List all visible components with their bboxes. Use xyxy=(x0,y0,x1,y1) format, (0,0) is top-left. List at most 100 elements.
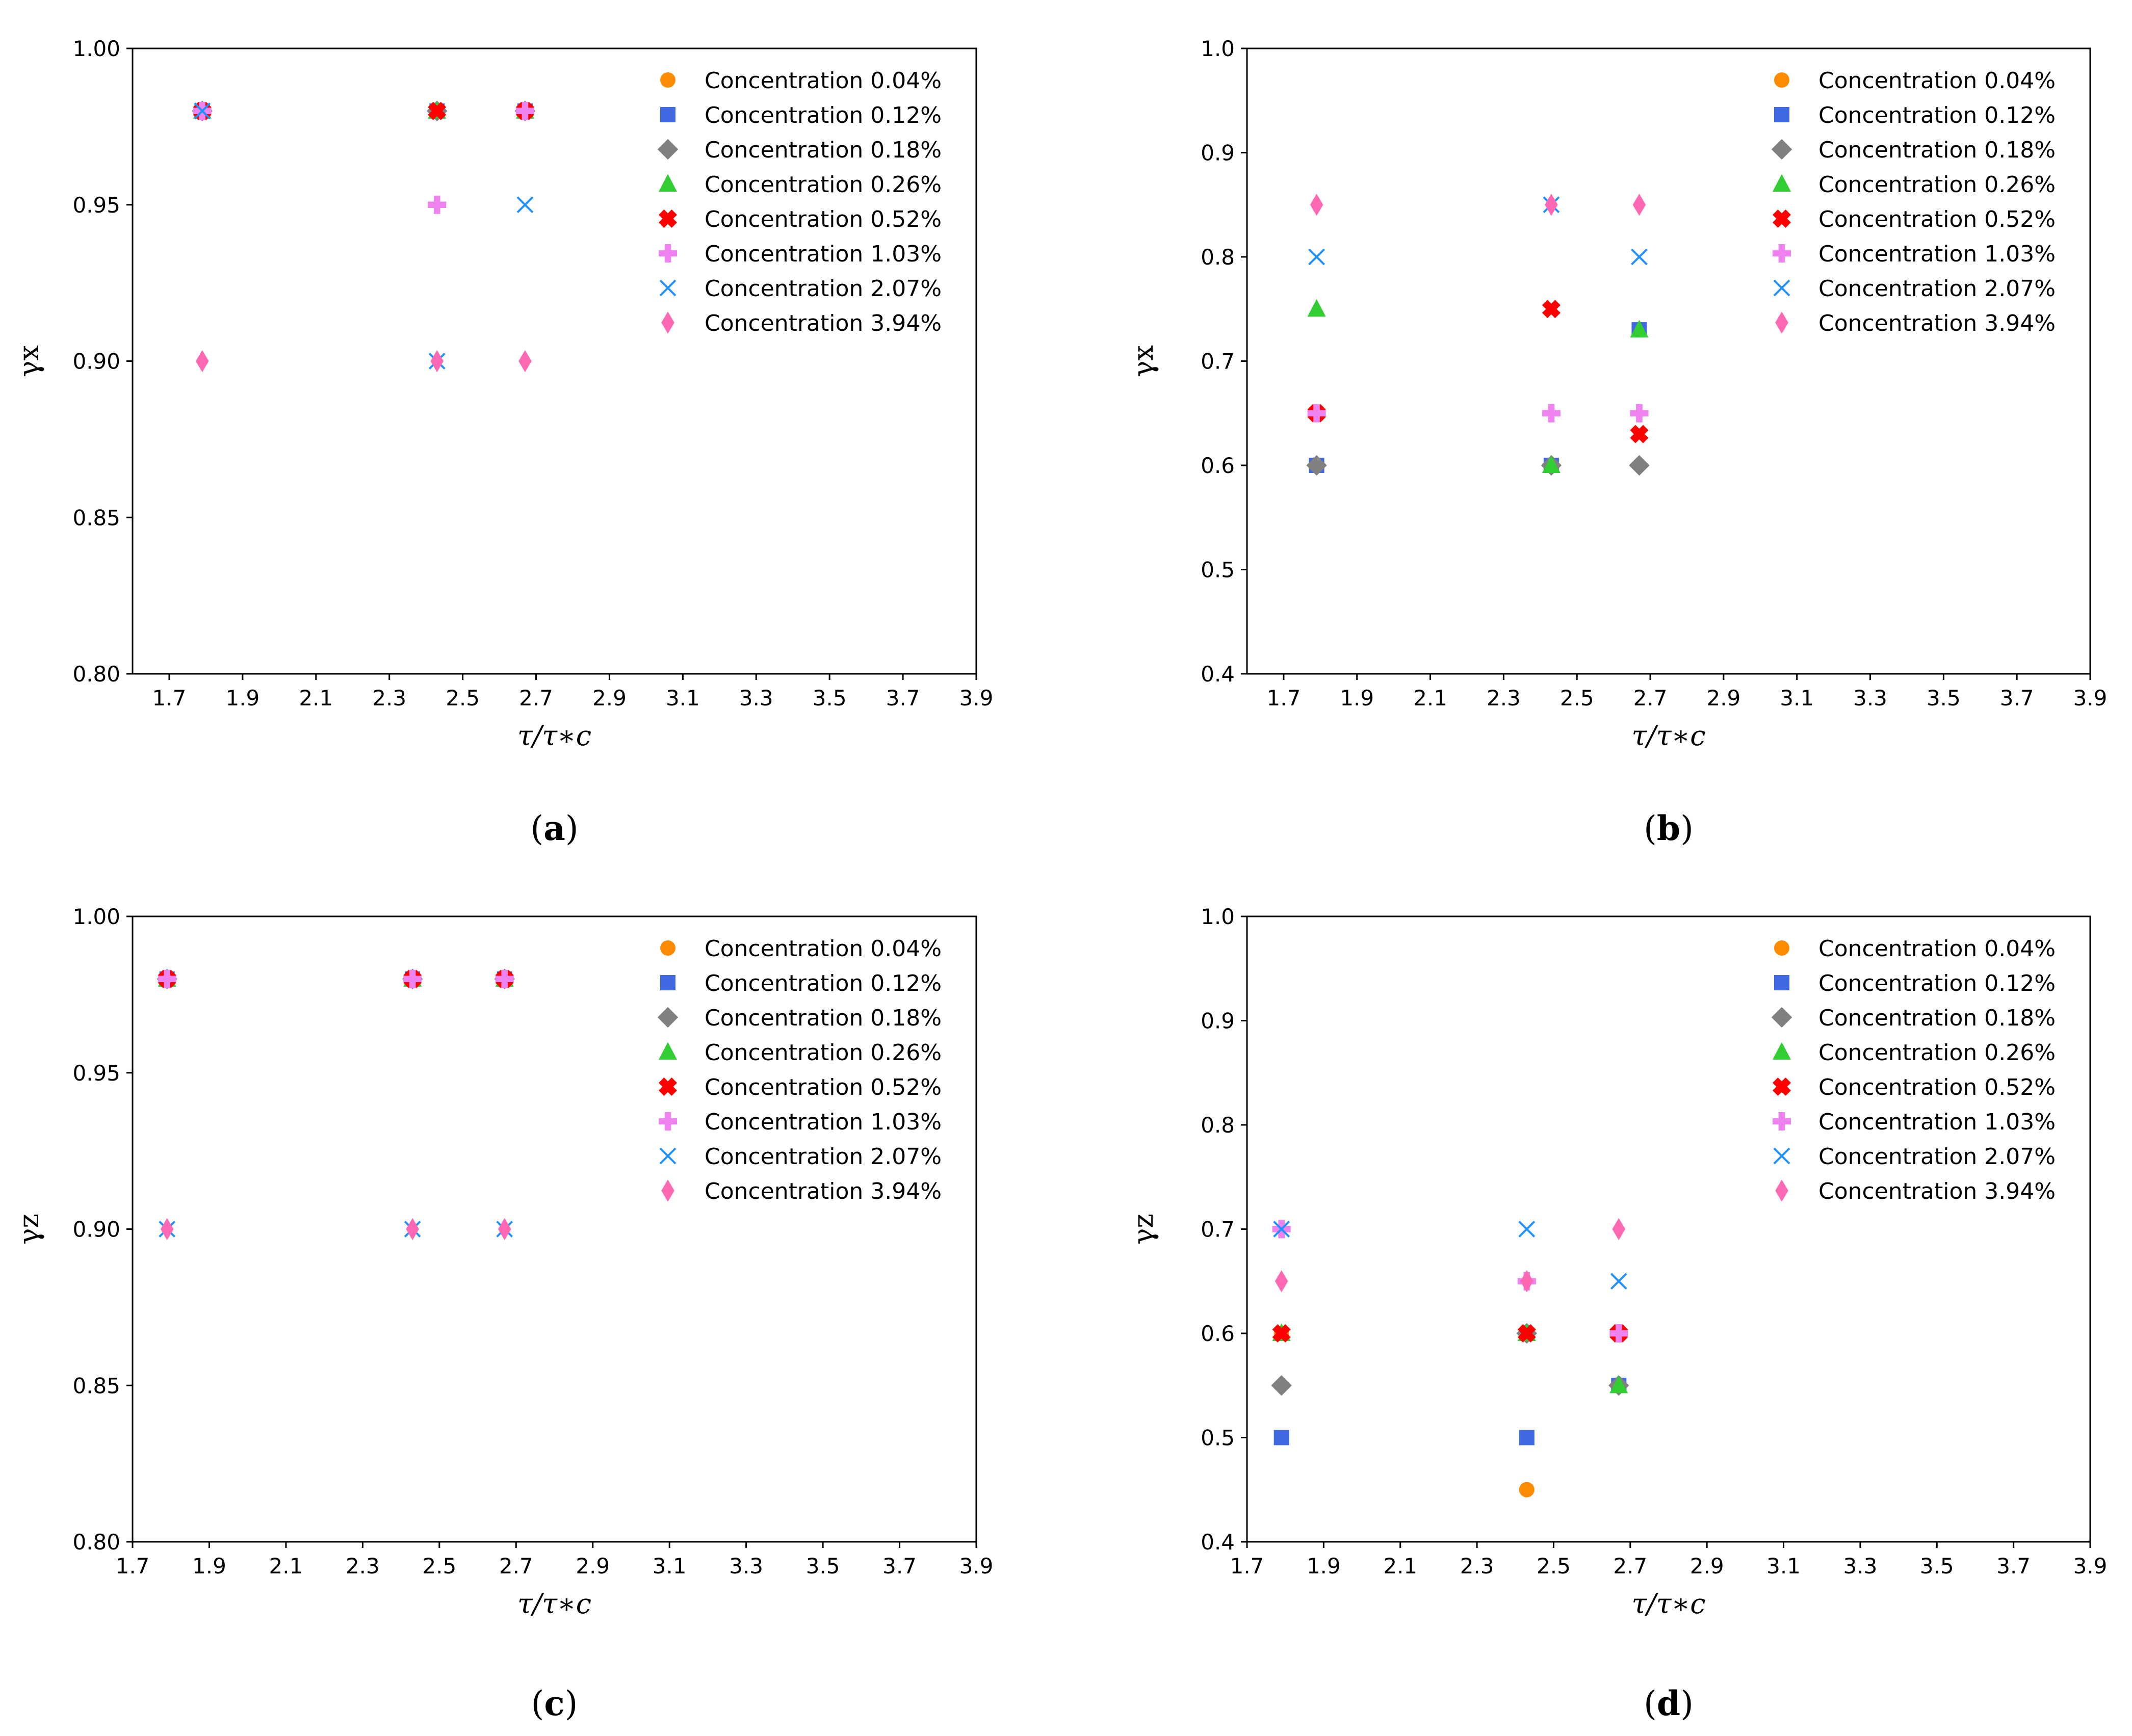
legend-marker-c004 xyxy=(660,940,675,956)
y-axis-label: γz xyxy=(13,1214,45,1245)
x-tick-label: 3.7 xyxy=(886,686,920,711)
x-tick-label: 1.7 xyxy=(116,1554,150,1579)
data-point-c207 xyxy=(194,102,211,120)
legend-label-c012: Concentration 0.12% xyxy=(705,102,942,128)
legend-label-c004: Concentration 0.04% xyxy=(1818,936,2056,962)
legend-marker-c018 xyxy=(1771,1007,1792,1028)
y-tick-label: 0.8 xyxy=(1201,245,1235,270)
y-tick-label: 0.9 xyxy=(1201,1009,1235,1034)
legend-label-c103: Concentration 1.03% xyxy=(705,241,942,267)
x-tick-label: 2.5 xyxy=(446,686,480,711)
y-tick-label: 0.5 xyxy=(1201,1426,1235,1451)
y-tick-label: 0.6 xyxy=(1201,1321,1235,1346)
x-tick-label: 2.3 xyxy=(372,686,406,711)
x-tick-label: 3.7 xyxy=(882,1554,917,1579)
legend-label-c103: Concentration 1.03% xyxy=(1818,241,2056,267)
x-tick-label: 3.3 xyxy=(739,686,773,711)
x-tick-label: 2.7 xyxy=(499,1554,533,1579)
data-point-c394 xyxy=(160,1218,174,1241)
x-tick-label: 1.9 xyxy=(192,1554,226,1579)
y-tick-label: 1.00 xyxy=(72,904,120,929)
legend-label-c394: Concentration 3.94% xyxy=(1818,310,2056,336)
legend-label-c394: Concentration 3.94% xyxy=(705,310,942,336)
x-tick-label: 1.7 xyxy=(1230,1554,1264,1579)
data-point-c052 xyxy=(1542,300,1561,319)
y-tick-label: 0.9 xyxy=(1201,141,1235,166)
panel-d: 1.7 1.9 2.1 2.3 2.5 2.7 2.9 3.1 3.3 3.5 3.7 3.9 0.4 0… xyxy=(1066,868,2132,1736)
panel-caption: (d) xyxy=(1644,1684,1694,1723)
data-point-c052 xyxy=(1630,425,1649,443)
x-tick-label: 2.9 xyxy=(592,686,627,711)
data-point-c018 xyxy=(1629,455,1650,476)
legend-marker-c026 xyxy=(659,174,677,192)
data-point-c394 xyxy=(195,350,209,373)
data-point-c207 xyxy=(1631,248,1648,266)
x-tick-label: 1.9 xyxy=(1340,686,1374,711)
x-tick-label: 3.9 xyxy=(2073,686,2108,711)
legend-label-c012: Concentration 0.12% xyxy=(705,970,942,996)
legend-marker-c004 xyxy=(660,72,675,88)
x-tick-label: 1.9 xyxy=(225,686,259,711)
legend-label-c052: Concentration 0.52% xyxy=(1818,206,2056,232)
legend-marker-c103 xyxy=(659,244,677,262)
x-tick-label: 3.1 xyxy=(653,1554,687,1579)
panel-a: 1.7 1.9 2.1 2.3 2.5 2.7 2.9 3.1 3.3 3.5 3.7 3.9 0.80… xyxy=(0,0,1066,868)
data-point-c207 xyxy=(1610,1273,1627,1290)
legend-label-c012: Concentration 0.12% xyxy=(1818,970,2056,996)
x-tick-label: 1.9 xyxy=(1307,1554,1341,1579)
legend-label-c052: Concentration 0.52% xyxy=(705,1074,942,1100)
legend-marker-c103 xyxy=(1773,244,1791,262)
x-tick-label: 2.7 xyxy=(519,686,553,711)
x-tick-label: 3.1 xyxy=(1780,686,1814,711)
data-point-c394 xyxy=(1545,194,1558,216)
legend-label-c207: Concentration 2.07% xyxy=(705,1144,942,1170)
y-tick-label: 1.0 xyxy=(1201,36,1235,61)
data-point-c394 xyxy=(1632,194,1646,216)
data-point-c052 xyxy=(1272,1324,1291,1343)
y-tick-label: 0.85 xyxy=(72,1373,120,1398)
legend-marker-c012 xyxy=(660,107,675,122)
legend-marker-c394 xyxy=(1775,311,1788,334)
legend-marker-c207 xyxy=(1773,1147,1790,1165)
x-tick-label: 3.5 xyxy=(813,686,847,711)
chart-b-svg: 1.7 1.9 2.1 2.3 2.5 2.7 2.9 3.1 3.3 3.5 3.7 3.9 0.4 0… xyxy=(1127,36,2108,848)
y-axis-label: γx xyxy=(1127,345,1159,377)
legend-label-c052: Concentration 0.52% xyxy=(705,206,942,232)
data-point-c103 xyxy=(403,969,422,988)
x-tick-label: 3.7 xyxy=(2000,686,2034,711)
y-tick-label: 0.90 xyxy=(72,1217,120,1242)
x-axis-label: τ/τ∗c xyxy=(1632,720,1706,752)
data-point-c394 xyxy=(1310,194,1323,216)
panel-caption: (a) xyxy=(530,808,578,848)
chart-a-svg: 1.7 1.9 2.1 2.3 2.5 2.7 2.9 3.1 3.3 3.5 3.7 3.9 0.80… xyxy=(13,36,994,848)
chart-c-svg: 1.7 1.9 2.1 2.3 2.5 2.7 2.9 3.1 3.3 3.5 3.7 3.9 0.80… xyxy=(13,904,993,1723)
legend-marker-c004 xyxy=(1774,940,1789,956)
data-point-c207 xyxy=(1273,1221,1290,1238)
legend-marker-c394 xyxy=(1775,1179,1788,1202)
x-tick-label: 2.3 xyxy=(346,1554,380,1579)
legend-marker-c052 xyxy=(1773,209,1791,228)
data-point-c394 xyxy=(1520,1270,1533,1293)
x-axis-label: τ/τ∗c xyxy=(517,720,591,752)
x-tick-label: 2.5 xyxy=(1537,1554,1571,1579)
legend-label-c012: Concentration 0.12% xyxy=(1818,102,2056,128)
data-point-c052 xyxy=(428,101,447,120)
x-tick-label: 3.9 xyxy=(2073,1554,2108,1579)
data-point-c103 xyxy=(428,195,447,214)
x-tick-label: 2.3 xyxy=(1460,1554,1494,1579)
legend-marker-c394 xyxy=(661,311,674,334)
y-axis-label: γz xyxy=(1127,1214,1159,1245)
y-tick-label: 0.6 xyxy=(1201,453,1235,478)
legend-marker-c026 xyxy=(1773,1042,1791,1060)
legend-label-c018: Concentration 0.18% xyxy=(705,137,942,163)
y-tick-label: 0.4 xyxy=(1201,662,1235,687)
data-point-c207 xyxy=(1518,1221,1536,1238)
legend-label-c018: Concentration 0.18% xyxy=(1818,1005,2056,1031)
x-tick-label: 3.9 xyxy=(959,686,994,711)
x-tick-label: 3.5 xyxy=(806,1554,840,1579)
x-tick-label: 1.7 xyxy=(152,686,187,711)
y-tick-label: 0.95 xyxy=(72,1061,120,1086)
x-axis-label: τ/τ∗c xyxy=(1632,1588,1706,1620)
legend-marker-c052 xyxy=(659,209,677,228)
y-tick-label: 0.95 xyxy=(72,193,120,218)
